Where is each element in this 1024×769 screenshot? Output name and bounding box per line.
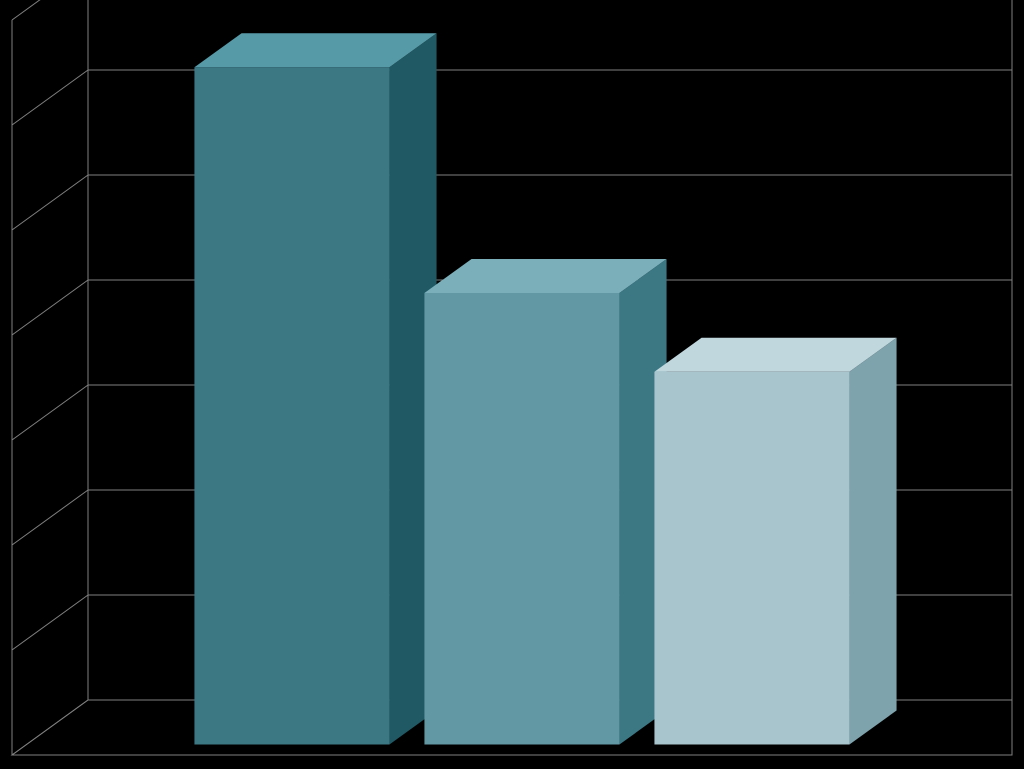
bar-2: [424, 259, 666, 745]
bar-1: [194, 33, 436, 744]
bar-chart-3d: [0, 0, 1024, 769]
bar-3: [654, 338, 896, 745]
